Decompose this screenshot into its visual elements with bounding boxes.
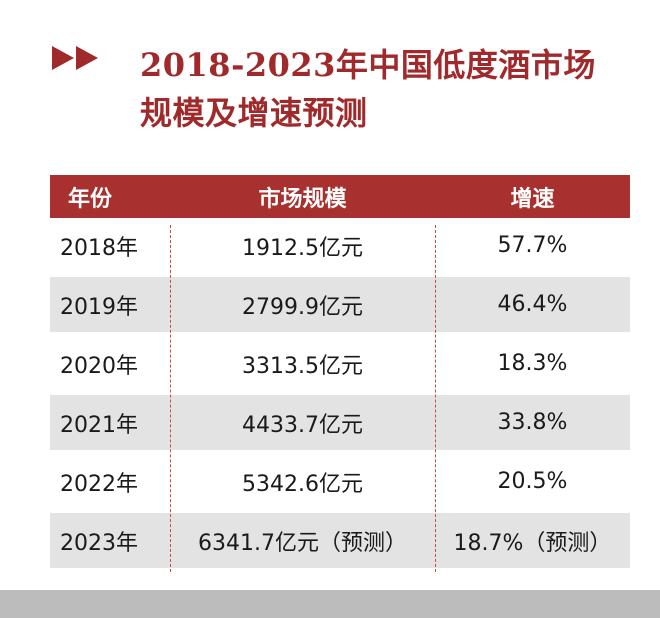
table-row: 2021年 4433.7亿元 33.8% xyxy=(50,395,630,454)
year-cell: 2020年 xyxy=(60,353,138,379)
year-cell: 2022年 xyxy=(60,471,138,497)
table-header: 年份 市场规模 增速 xyxy=(50,175,630,218)
arrow-icon xyxy=(76,46,98,70)
double-arrow-icon xyxy=(52,46,98,70)
growth-cell: 18.7%（预测） xyxy=(453,530,612,556)
growth-cell: 46.4% xyxy=(497,292,568,317)
bottom-bar xyxy=(0,590,660,618)
size-cell: 4433.7亿元 xyxy=(242,412,363,438)
table-row: 2018年 1912.5亿元 57.7% xyxy=(50,218,630,277)
growth-cell: 20.5% xyxy=(497,469,568,494)
table-row: 2022年 5342.6亿元 20.5% xyxy=(50,454,630,513)
market-table: 年份 市场规模 增速 2018年 1912.5亿元 57.7% 2019年 27… xyxy=(50,175,630,572)
year-cell: 2021年 xyxy=(60,412,138,438)
table-row: 2019年 2799.9亿元 46.4% xyxy=(50,277,630,336)
arrow-icon xyxy=(52,46,74,70)
size-cell: 1912.5亿元 xyxy=(242,235,363,261)
growth-cell: 57.7% xyxy=(497,233,568,258)
header-year: 年份 xyxy=(68,186,113,212)
year-cell: 2019年 xyxy=(60,294,138,320)
year-cell: 2018年 xyxy=(60,235,138,261)
table-row: 2023年 6341.7亿元（预测） 18.7%（预测） xyxy=(50,513,630,572)
table-row: 2020年 3313.5亿元 18.3% xyxy=(50,336,630,395)
size-cell: 2799.9亿元 xyxy=(242,294,363,320)
growth-cell: 18.3% xyxy=(497,351,568,376)
growth-cell: 33.8% xyxy=(497,410,568,435)
column-divider xyxy=(170,225,171,572)
header-growth: 增速 xyxy=(510,186,555,212)
size-cell: 5342.6亿元 xyxy=(242,471,363,497)
title-line-1: 2018-2023年中国低度酒市场 xyxy=(140,46,596,84)
year-cell: 2023年 xyxy=(60,530,138,556)
size-cell: 6341.7亿元（预测） xyxy=(198,530,407,556)
header-market-size: 市场规模 xyxy=(258,186,347,212)
title-line-2: 规模及增速预测 xyxy=(140,94,368,132)
column-divider xyxy=(435,225,436,572)
title-block: 2018-2023年中国低度酒市场 规模及增速预测 xyxy=(0,0,660,160)
size-cell: 3313.5亿元 xyxy=(242,353,363,379)
